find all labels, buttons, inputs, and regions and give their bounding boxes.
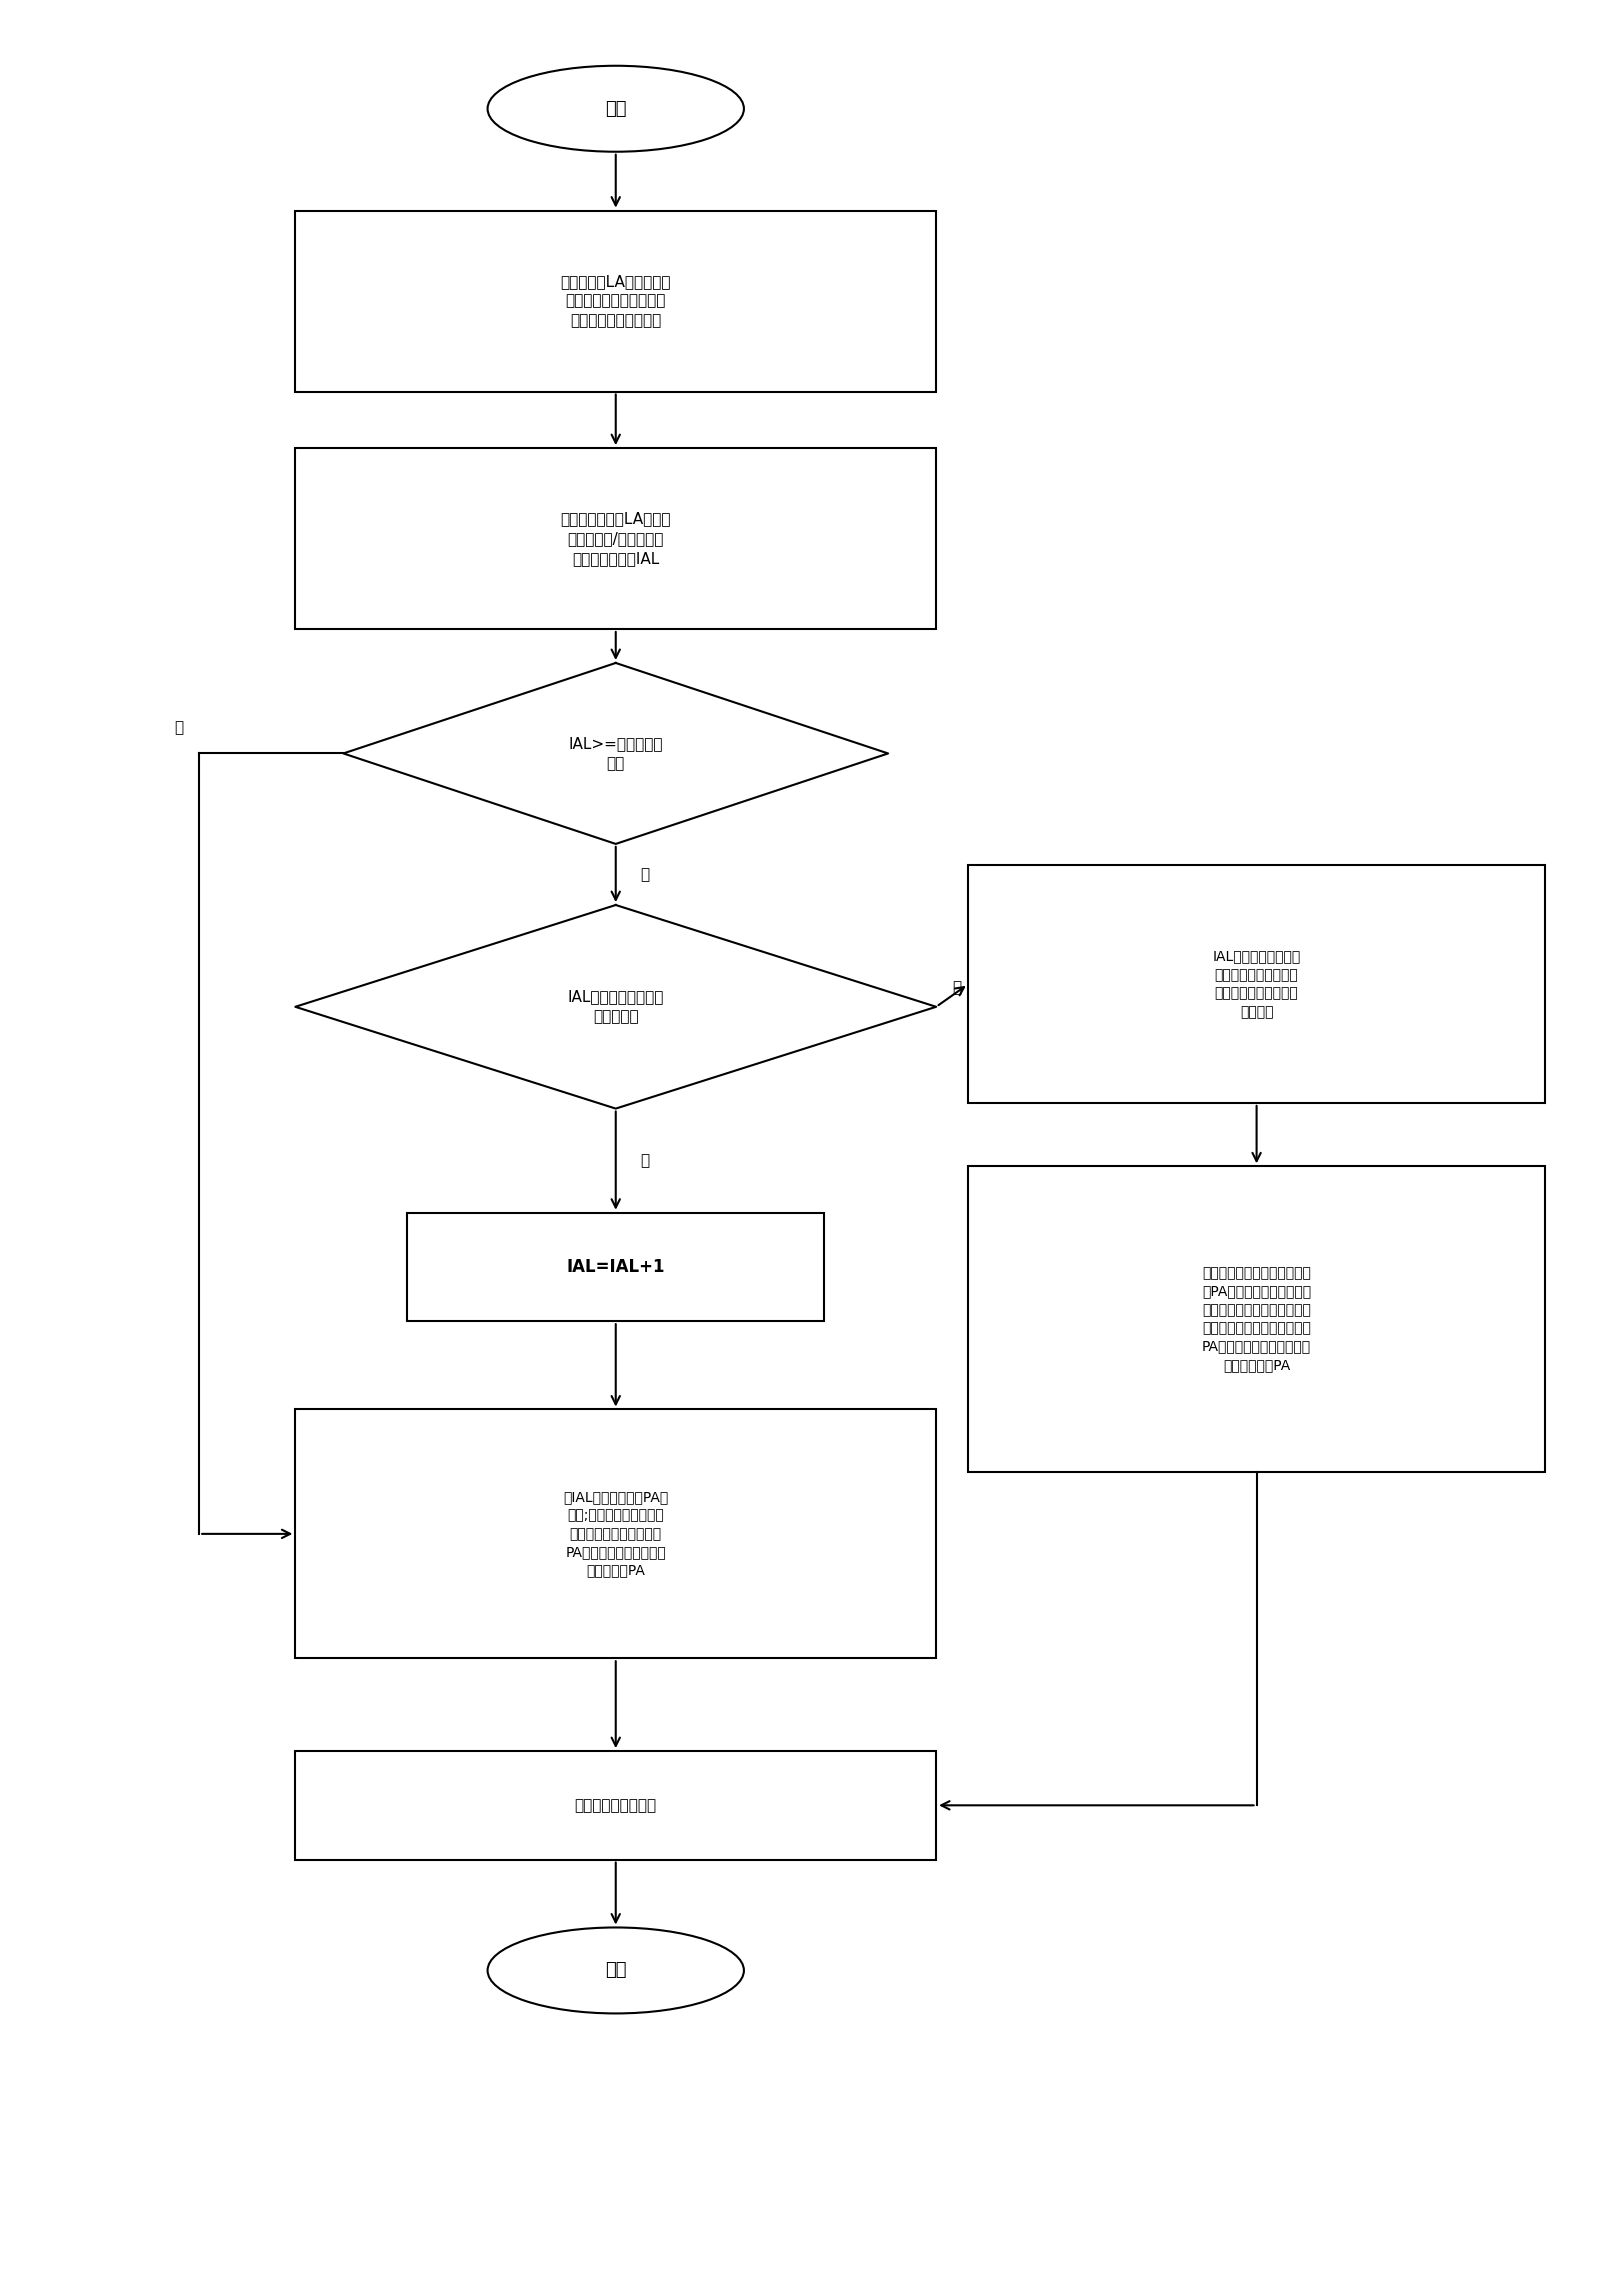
Bar	[296, 212, 936, 391]
Text: IAL被映射到特殊阵列
上，其物理行号通过特
殊阵列的物理行号计算
方式求得: IAL被映射到特殊阵列 上，其物理行号通过特 殊阵列的物理行号计算 方式求得	[1212, 949, 1301, 1020]
Text: 否: 否	[952, 981, 962, 995]
Text: 将IAL赋给物理地址PA的
行号;查找区域映射表取出
该阵列对应的表项复制给
PA的区域域和阵列域，得
到物理地址PA: 将IAL赋给物理地址PA的 行号;查找区域映射表取出 该阵列对应的表项复制给 P…	[562, 1491, 669, 1577]
Text: 据逻辑地址LA的区域号和
阵列号查找区域阵列映射
表找到对应区域的阵列: 据逻辑地址LA的区域号和 阵列号查找区域阵列映射 表找到对应区域的阵列	[561, 273, 671, 328]
Bar	[296, 1750, 936, 1859]
Bar	[296, 448, 936, 628]
Bar	[968, 1165, 1545, 1473]
Text: 结束: 结束	[604, 1962, 627, 1980]
Bar	[407, 1213, 824, 1322]
Text: 开始: 开始	[604, 100, 627, 118]
Bar	[296, 1409, 936, 1659]
Text: 是: 是	[640, 867, 650, 883]
Text: 返回所求的物理地址: 返回所求的物理地址	[575, 1798, 656, 1812]
Bar	[968, 865, 1545, 1104]
Text: 否: 否	[175, 719, 183, 735]
Text: 是: 是	[640, 1154, 650, 1168]
Text: IAL>=空白行行指
针？: IAL>=空白行行指 针？	[569, 735, 663, 772]
Text: 在此阵列中，对LA的行号
域值进行加/解密操作得
出中间地址行号IAL: 在此阵列中，对LA的行号 域值进行加/解密操作得 出中间地址行号IAL	[561, 512, 671, 567]
Text: IAL=IAL+1: IAL=IAL+1	[567, 1259, 666, 1277]
Text: 将所得的行号赋给所求物理地
址PA的行号，并查找阵列映
射表得到特殊阵列对应的区域
号和阵列号，并赋给物理地址
PA的区域号和阵列号；最终
得到物理地址PA: 将所得的行号赋给所求物理地 址PA的行号，并查找阵列映 射表得到特殊阵列对应的区…	[1202, 1265, 1311, 1372]
Text: IAL非该阵列的最后一
个有效行？: IAL非该阵列的最后一 个有效行？	[567, 990, 664, 1024]
